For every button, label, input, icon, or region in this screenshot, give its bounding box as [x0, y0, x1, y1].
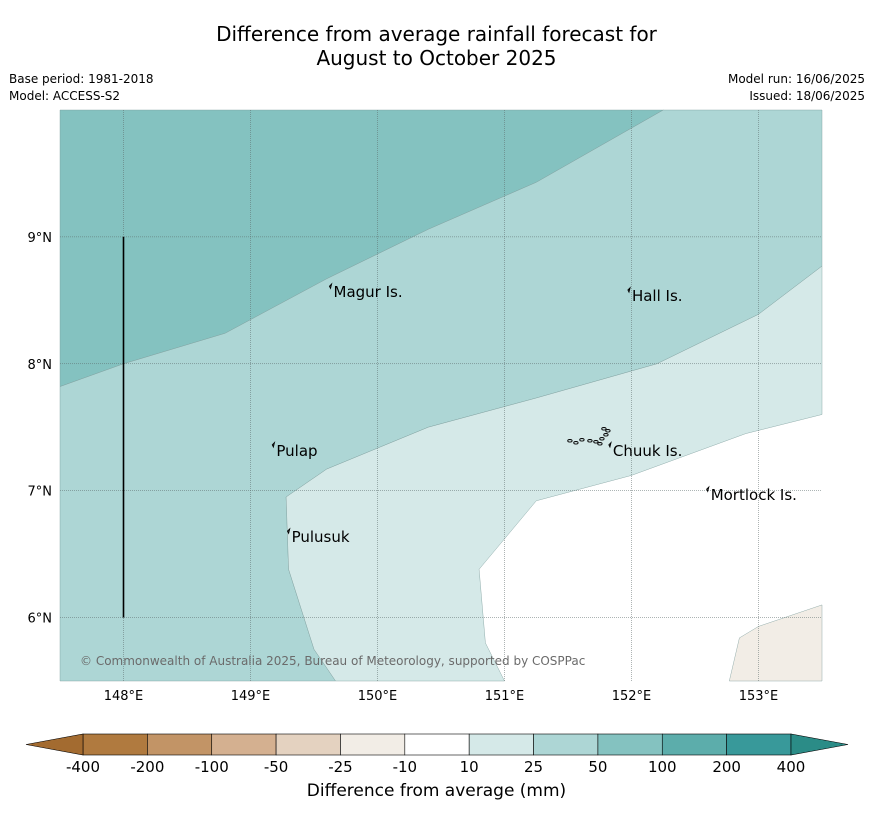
island-label: Pulusuk [292, 528, 350, 546]
rainfall-region-3 [729, 604, 823, 682]
meta-right: Model run: 16/06/2025 Issued: 18/06/2025 [728, 71, 865, 105]
longitude-labels: 148°E 149°E 150°E 151°E 152°E 153°E [104, 689, 779, 704]
islands: Magur Is. Hall Is. Pulap Chuuk Is. Mortlock … [271, 282, 797, 546]
island-marker [328, 282, 333, 290]
latitude-label: 6°N [28, 612, 53, 627]
base-period-text: Base period: 1981-2018 [9, 72, 154, 86]
colorbar-tick-label: -25 [328, 758, 353, 776]
colorbar-tick-label: -50 [264, 758, 289, 776]
latitude-label: 9°N [28, 231, 53, 246]
issued-text: Issued: 18/06/2025 [749, 89, 865, 103]
colorbar-swatch [661, 733, 727, 756]
colorbar-tick-label: 100 [648, 758, 677, 776]
colorbar-tick-label: 50 [588, 758, 607, 776]
colorbar-swatch [82, 733, 148, 756]
longitude-label: 150°E [358, 689, 398, 704]
chuuk-lagoon-islets [567, 427, 611, 446]
longitude-label: 153°E [739, 689, 779, 704]
colorbar-tick-label: 200 [712, 758, 741, 776]
colorbar-swatch [404, 733, 470, 756]
map-title: Difference from average rainfall forecas… [0, 22, 873, 70]
colorbar-low-extend [25, 733, 84, 756]
colorbar-tick-label: -400 [66, 758, 100, 776]
island-marker [286, 527, 291, 535]
colorbar: -400 -200 -100 -50 -25 -10 10 25 50 100 200 400 [25, 733, 849, 776]
colorbar-label: Difference from average (mm) [306, 781, 567, 801]
title-line-2: August to October 2025 [316, 46, 557, 70]
colorbar-swatch [211, 733, 277, 756]
meta-left: Base period: 1981-2018 Model: ACCESS-S2 [9, 71, 154, 105]
longitude-label: 148°E [104, 689, 144, 704]
island-label: Chuuk Is. [613, 442, 682, 460]
colorbar-swatch [340, 733, 406, 756]
island-marker [706, 485, 710, 493]
model-run-text: Model run: 16/06/2025 [727, 72, 865, 86]
island-label: Mortlock Is. [711, 486, 797, 504]
colorbar-tick-label: 400 [777, 758, 806, 776]
colorbar-swatch [597, 733, 663, 756]
longitude-label: 152°E [612, 689, 652, 704]
latitude-label: 8°N [28, 358, 53, 373]
graticule [60, 110, 822, 681]
model-text: Model: ACCESS-S2 [9, 89, 121, 103]
island-marker [608, 441, 612, 449]
island-label: Pulap [276, 442, 317, 460]
title-line-1: Difference from average rainfall forecas… [216, 22, 657, 46]
rainfall-regions [59, 109, 823, 682]
latitude-labels: 9°N 8°N 7°N 6°N [28, 231, 53, 627]
rainfall-region-2 [285, 265, 823, 682]
island-label: Hall Is. [632, 287, 683, 305]
colorbar-tick-label: -10 [393, 758, 418, 776]
colorbar-high-extend [790, 733, 849, 756]
copyright-text: © Commonwealth of Australia 2025, Bureau… [80, 654, 585, 668]
colorbar-tick-label: -100 [195, 758, 229, 776]
island-label: Magur Is. [334, 283, 403, 301]
longitude-label: 151°E [485, 689, 525, 704]
colorbar-tick-label: -200 [130, 758, 164, 776]
colorbar-swatch [726, 733, 792, 756]
island-marker [627, 286, 631, 294]
colorbar-swatch [275, 733, 341, 756]
colorbar-swatch [468, 733, 534, 756]
colorbar-swatch [533, 733, 599, 756]
island-marker [271, 441, 276, 449]
latitude-label: 7°N [28, 485, 53, 500]
colorbar-tick-label: 25 [524, 758, 543, 776]
longitude-label: 149°E [231, 689, 271, 704]
colorbar-swatch [147, 733, 213, 756]
colorbar-tick-label: 10 [460, 758, 479, 776]
